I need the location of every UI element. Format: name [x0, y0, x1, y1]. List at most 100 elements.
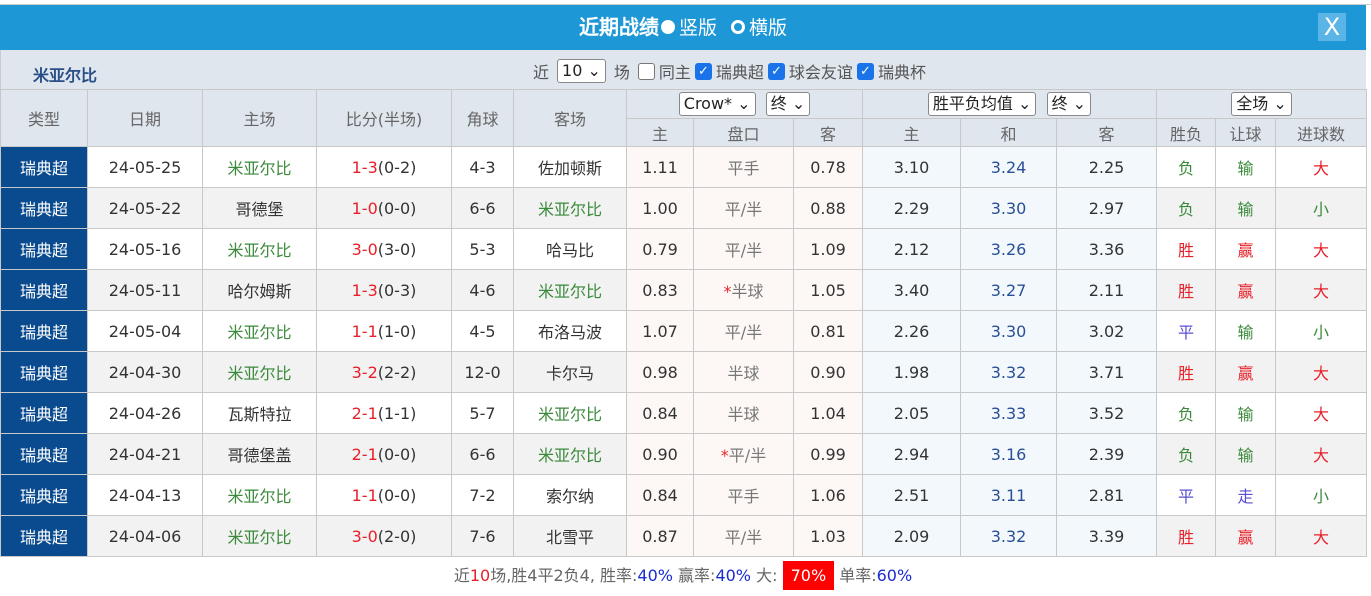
away-team[interactable]: 索尔纳 — [513, 474, 627, 516]
odd-rate: 60% — [876, 566, 913, 585]
result-hcp: 赢 — [1215, 269, 1276, 311]
half-score: (0-0) — [377, 198, 417, 218]
match-type[interactable]: 瑞典超 — [0, 269, 88, 311]
away-team[interactable]: 米亚尔比 — [513, 433, 627, 475]
ah-line: 平/半 — [724, 200, 763, 219]
eu-home-odds: 2.09 — [862, 515, 961, 557]
summary-text: 场,胜4平2负4, 胜率: — [490, 566, 638, 585]
ah-line: 平/半 — [724, 241, 763, 260]
company-value: Crow* — [683, 94, 733, 113]
eu-home-odds: 2.05 — [862, 392, 961, 434]
home-team[interactable]: 米亚尔比 — [202, 474, 317, 516]
match-type[interactable]: 瑞典超 — [0, 392, 88, 434]
away-team[interactable]: 米亚尔比 — [513, 187, 627, 229]
view-vertical-label[interactable]: 竖版 — [678, 17, 717, 39]
match-type[interactable]: 瑞典超 — [0, 187, 88, 229]
summary-text: 赢率: — [672, 566, 716, 585]
table-row[interactable]: 瑞典超 24-05-22 哥德堡 1-0(0-0) 6-6 米亚尔比 1.00 … — [0, 187, 1368, 229]
company-select[interactable]: Crow* ⌄ — [678, 92, 756, 116]
home-team[interactable]: 米亚尔比 — [202, 310, 317, 352]
match-type[interactable]: 瑞典超 — [0, 474, 88, 516]
home-team[interactable]: 瓦斯特拉 — [202, 392, 317, 434]
same-home-checkbox[interactable] — [637, 62, 655, 80]
table-row[interactable]: 瑞典超 24-05-04 米亚尔比 1-1(1-0) 4-5 布洛马波 1.07… — [0, 310, 1368, 352]
close-icon[interactable]: X — [1318, 13, 1346, 41]
corners: 5-7 — [451, 392, 514, 434]
table-row[interactable]: 瑞典超 24-05-25 米亚尔比 1-3(0-2) 4-3 佐加顿斯 1.11… — [0, 146, 1368, 188]
away-team[interactable]: 米亚尔比 — [513, 392, 627, 434]
radio-horizontal[interactable] — [731, 19, 746, 34]
table-row[interactable]: 瑞典超 24-04-13 米亚尔比 1-1(0-0) 7-2 索尔纳 0.84 … — [0, 474, 1368, 516]
match-type[interactable]: 瑞典超 — [0, 146, 88, 188]
score: 3-0(2-0) — [316, 515, 452, 557]
away-team[interactable]: 北雪平 — [513, 515, 627, 557]
away-team[interactable]: 布洛马波 — [513, 310, 627, 352]
count-select[interactable]: 10 ⌄ — [557, 59, 606, 83]
avg-value: 胜平负均值 — [932, 94, 1013, 113]
table-row[interactable]: 瑞典超 24-05-11 哈尔姆斯 1-3(0-3) 4-6 米亚尔比 0.83… — [0, 269, 1368, 311]
ah-line: *半球 — [723, 282, 764, 301]
period-select[interactable]: 全场 ⌄ — [1231, 92, 1292, 116]
header-ah-line: 盘口 — [693, 118, 794, 147]
half-score: (0-2) — [377, 157, 417, 177]
view-horizontal-label[interactable]: 横版 — [749, 17, 788, 39]
result-hcp: 输 — [1215, 310, 1276, 352]
final2-select[interactable]: 终 ⌄ — [1046, 92, 1092, 116]
match-type[interactable]: 瑞典超 — [0, 228, 88, 270]
table-row[interactable]: 瑞典超 24-04-21 哥德堡盖 2-1(0-0) 6-6 米亚尔比 0.90… — [0, 433, 1368, 475]
table-row[interactable]: 瑞典超 24-05-16 米亚尔比 3-0(3-0) 5-3 哈马比 0.79 … — [0, 228, 1368, 270]
away-team[interactable]: 佐加顿斯 — [513, 146, 627, 188]
result-goals: 小 — [1274, 310, 1368, 352]
ah-line-cell: 平/半 — [693, 187, 794, 229]
comp2-checkbox[interactable]: ✓ — [767, 62, 785, 80]
match-date: 24-04-21 — [87, 433, 203, 475]
ah-away-odds: 0.88 — [793, 187, 863, 229]
result-goals: 大 — [1274, 146, 1368, 188]
away-team[interactable]: 哈马比 — [513, 228, 627, 270]
final1-select[interactable]: 终 ⌄ — [765, 92, 811, 116]
eu-draw-odds: 3.32 — [960, 351, 1057, 393]
comp3-checkbox[interactable]: ✓ — [856, 62, 874, 80]
home-team[interactable]: 米亚尔比 — [202, 228, 317, 270]
result-goals: 小 — [1274, 474, 1368, 516]
home-team[interactable]: 米亚尔比 — [202, 351, 317, 393]
match-type[interactable]: 瑞典超 — [0, 351, 88, 393]
match-type[interactable]: 瑞典超 — [0, 433, 88, 475]
home-team[interactable]: 米亚尔比 — [202, 146, 317, 188]
match-type[interactable]: 瑞典超 — [0, 310, 88, 352]
match-type[interactable]: 瑞典超 — [0, 515, 88, 557]
full-score: 1-3 — [351, 157, 378, 177]
ah-line-cell: 半球 — [693, 392, 794, 434]
home-team[interactable]: 哥德堡盖 — [202, 433, 317, 475]
header-hcp: 让球 — [1215, 118, 1276, 147]
result-goals: 大 — [1274, 515, 1368, 557]
result-wl: 平 — [1156, 474, 1216, 516]
eu-home-odds: 2.12 — [862, 228, 961, 270]
summary-text: 近 — [453, 566, 470, 585]
away-team[interactable]: 米亚尔比 — [513, 269, 627, 311]
home-team[interactable]: 哥德堡 — [202, 187, 317, 229]
summary: 近10场,胜4平2负4, 胜率:40% 赢率:40% 大: 70% 单率:60% — [0, 556, 1366, 596]
result-hcp: 输 — [1215, 433, 1276, 475]
home-team[interactable]: 米亚尔比 — [202, 515, 317, 557]
eu-away-odds: 2.97 — [1056, 187, 1157, 229]
ah-home-odds: 1.07 — [626, 310, 694, 352]
table-row[interactable]: 瑞典超 24-04-30 米亚尔比 3-2(2-2) 12-0 卡尔马 0.98… — [0, 351, 1368, 393]
away-team[interactable]: 卡尔马 — [513, 351, 627, 393]
result-goals: 大 — [1274, 228, 1368, 270]
result-goals: 大 — [1274, 433, 1368, 475]
eu-home-odds: 2.29 — [862, 187, 961, 229]
comp1-checkbox[interactable]: ✓ — [694, 62, 712, 80]
corners: 4-3 — [451, 146, 514, 188]
header-eu-draw: 和 — [960, 118, 1057, 147]
table-row[interactable]: 瑞典超 24-04-26 瓦斯特拉 2-1(1-1) 5-7 米亚尔比 0.84… — [0, 392, 1368, 434]
result-hcp: 输 — [1215, 187, 1276, 229]
ah-line: 平手 — [727, 159, 760, 178]
table-row[interactable]: 瑞典超 24-04-06 米亚尔比 3-0(2-0) 7-6 北雪平 0.87 … — [0, 515, 1368, 557]
radio-vertical[interactable] — [660, 19, 675, 34]
avg-select[interactable]: 胜平负均值 ⌄ — [927, 92, 1037, 116]
home-team[interactable]: 哈尔姆斯 — [202, 269, 317, 311]
full-score: 1-3 — [351, 280, 378, 300]
eu-away-odds: 2.39 — [1056, 433, 1157, 475]
full-score: 2-1 — [351, 403, 378, 423]
